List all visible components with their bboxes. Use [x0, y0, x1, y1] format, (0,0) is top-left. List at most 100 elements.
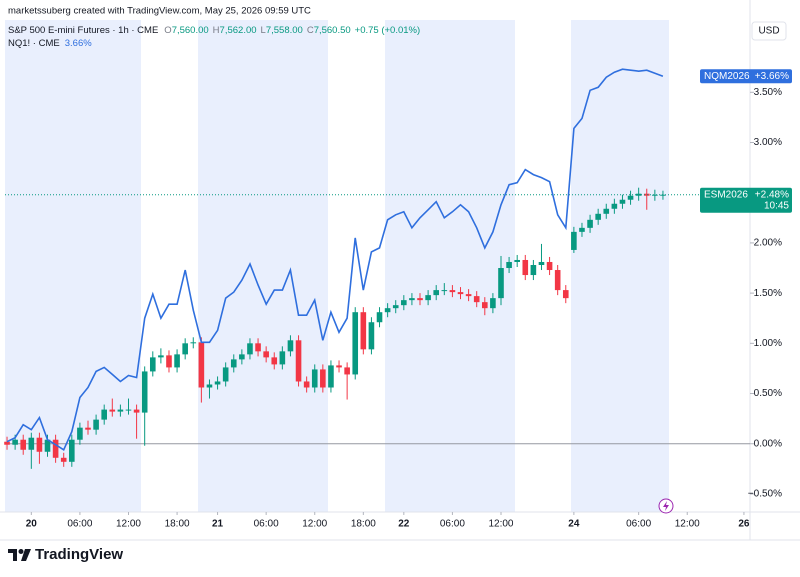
- candle-body: [60, 457, 67, 462]
- candle-body: [174, 354, 180, 368]
- y-tick-label: 0.50%: [754, 388, 782, 399]
- y-tick-label: 3.00%: [754, 137, 782, 148]
- event-bolt: [663, 501, 669, 511]
- candle-body: [239, 354, 245, 360]
- candle-body: [93, 419, 99, 430]
- ohlc-key: C: [307, 25, 314, 36]
- candle-body: [490, 298, 496, 309]
- x-tick-label: 22: [398, 519, 410, 530]
- price-label-name: ESM2026: [704, 189, 748, 200]
- countdown: 10:45: [764, 200, 789, 211]
- session-band: [385, 20, 515, 512]
- candle-body: [587, 219, 593, 228]
- candle-body: [392, 305, 399, 309]
- candle-body: [465, 294, 472, 297]
- y-tick-label: 0.00%: [754, 438, 782, 449]
- x-tick-label: 06:00: [440, 519, 465, 530]
- candle-body: [425, 295, 431, 301]
- candle-body: [255, 343, 261, 352]
- legend-text: S&P 500 E-mini Futures · 1h · CME O7,560.…: [8, 25, 420, 36]
- candle-body: [571, 231, 577, 250]
- currency[interactable]: USD: [758, 26, 779, 37]
- price-label-value: +2.48%: [755, 189, 789, 200]
- candle-body: [320, 369, 326, 388]
- candle-body: [133, 409, 140, 413]
- x-tick-label: 21: [212, 519, 224, 530]
- candle-body: [20, 439, 27, 450]
- candle-body: [158, 355, 164, 358]
- candle-body: [603, 208, 610, 214]
- candle-body: [206, 384, 213, 388]
- candle-body: [611, 203, 618, 209]
- candle-body: [449, 290, 456, 293]
- candle-body: [506, 261, 512, 269]
- x-tick-label: 20: [26, 519, 38, 530]
- x-tick-label: 24: [568, 519, 580, 530]
- session-band: [5, 20, 141, 512]
- ohlc-key: L: [261, 25, 266, 36]
- brand-logo: [8, 549, 31, 561]
- legend-title: S&P 500 E-mini Futures · 1h · CME: [8, 25, 158, 36]
- candle-body: [287, 340, 294, 352]
- candle-body: [619, 199, 626, 204]
- candle-body: [514, 259, 520, 262]
- candle-body: [190, 342, 197, 344]
- session-band: [571, 20, 669, 512]
- candle-body: [457, 292, 464, 295]
- x-tick-label: 18:00: [165, 519, 190, 530]
- candle-body: [141, 371, 148, 413]
- candle-body: [643, 193, 650, 196]
- logo-part: [8, 549, 17, 561]
- x-tick-label: 06:00: [254, 519, 279, 530]
- candle-body: [36, 437, 43, 452]
- y-tick-label: −0.50%: [748, 489, 782, 500]
- change: +0.75 (+0.01%): [355, 25, 421, 36]
- candle-body: [344, 367, 350, 375]
- candle-body: [554, 270, 561, 291]
- legend-compare: NQ1! · CME 3.66%: [8, 38, 92, 49]
- candle-body: [12, 439, 18, 445]
- candle-body: [182, 343, 188, 355]
- candle-body: [562, 290, 569, 299]
- candle-body: [166, 355, 172, 368]
- candle-body: [360, 312, 367, 350]
- currency-box[interactable]: [751, 21, 787, 41]
- x-tick-label: 12:00: [116, 519, 141, 530]
- candle-body: [652, 194, 658, 196]
- candle-body: [522, 259, 529, 276]
- y-tick-label: 1.50%: [754, 288, 782, 299]
- x-axis: 20 06:00 12:00 18:00 21 06:00 12:00 18:00 22 06:0…: [26, 512, 750, 530]
- candle-body: [579, 227, 585, 232]
- candle-body: [595, 213, 601, 220]
- candle-body: [303, 381, 310, 388]
- candle-body: [101, 409, 107, 420]
- candle-body: [279, 351, 286, 365]
- legend-main: S&P 500 E-mini Futures · 1h · CME O7,560.…: [8, 25, 420, 36]
- candle-body: [198, 342, 205, 388]
- candle-body: [409, 298, 415, 301]
- candle-body: [384, 308, 391, 313]
- candle-body: [546, 261, 553, 271]
- price-label-box: [700, 187, 792, 213]
- y-tick-label: 3.50%: [754, 87, 782, 98]
- candle-body: [230, 359, 237, 368]
- candle-body: [117, 409, 124, 412]
- x-tick-label: 12:00: [302, 519, 327, 530]
- candle-body: [473, 296, 480, 303]
- candle-body: [481, 302, 488, 309]
- logo-part: [18, 549, 24, 554]
- candle-body: [498, 268, 504, 299]
- price-label-box: [700, 69, 792, 84]
- candle-body: [125, 409, 132, 411]
- credit: marketssuberg created with TradingView.c…: [8, 6, 311, 17]
- candle-body: [441, 290, 448, 292]
- candle-body: [28, 437, 35, 450]
- candle-body: [311, 369, 318, 388]
- y-tick-label: 1.00%: [754, 338, 782, 349]
- x-tick-label: 12:00: [488, 519, 513, 530]
- candle-body: [433, 290, 440, 296]
- ohlc-key: H: [213, 25, 220, 36]
- candle-body: [247, 343, 253, 355]
